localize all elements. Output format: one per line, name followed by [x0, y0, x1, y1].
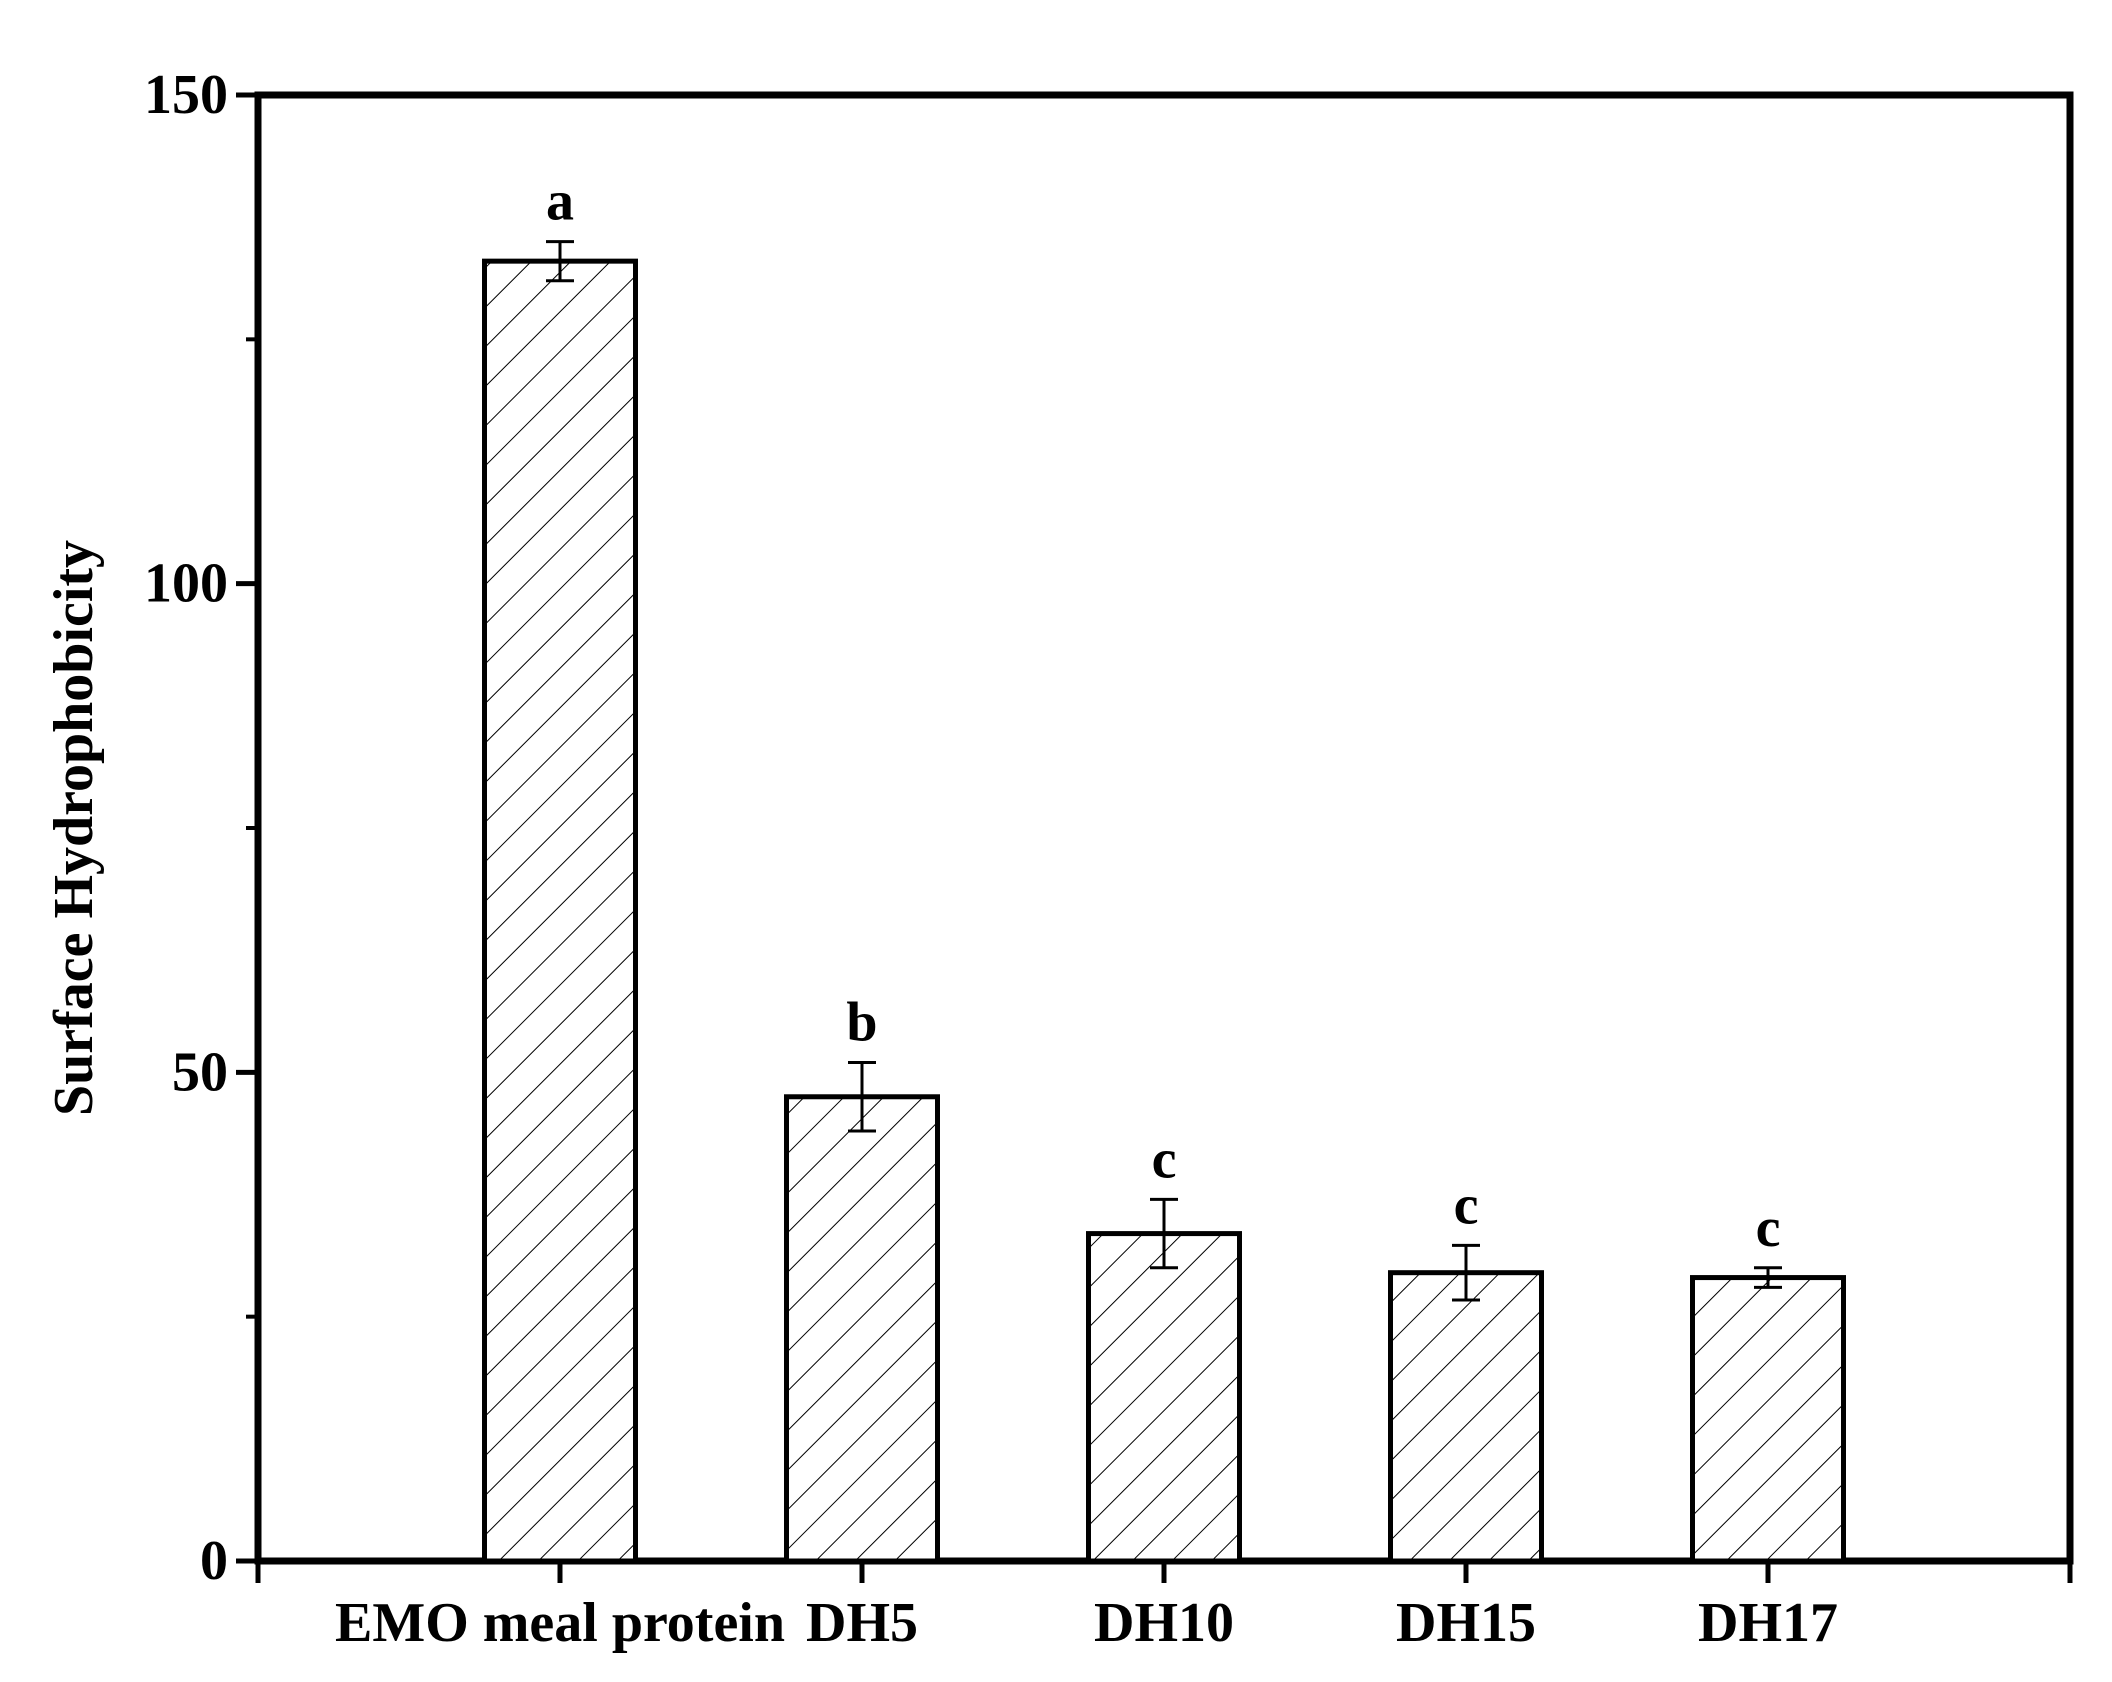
bar-1	[784, 1094, 940, 1564]
x-tick-label-4: DH17	[1698, 1592, 1838, 1654]
y-tick-label: 150	[144, 64, 228, 126]
x-axis-ticks	[255, 1561, 2073, 1583]
x-tick-label-0: EMO meal protein	[335, 1592, 785, 1654]
significance-label-0: a	[546, 171, 574, 233]
y-tick-label: 100	[144, 553, 228, 615]
y-tick-label: 50	[172, 1041, 228, 1103]
bar-2	[1086, 1231, 1242, 1564]
error-bar-1	[848, 1061, 876, 1133]
x-tick-label-2: DH10	[1094, 1592, 1234, 1654]
error-bar-2	[1150, 1197, 1178, 1270]
error-bar-3	[1452, 1243, 1480, 1302]
error-bars-group	[546, 240, 1782, 1302]
y-tick-label: 0	[200, 1530, 228, 1592]
significance-label-3: c	[1454, 1174, 1479, 1236]
y-axis-title: Surface Hydrophobicity	[43, 540, 105, 1116]
bar-4	[1690, 1275, 1846, 1564]
x-tick-label-3: DH15	[1396, 1592, 1536, 1654]
significance-labels-group: a b c c c	[546, 171, 1780, 1259]
significance-label-1: b	[846, 992, 877, 1054]
error-bar-0	[546, 240, 574, 283]
error-bar-4	[1754, 1266, 1782, 1289]
significance-label-4: c	[1756, 1197, 1781, 1259]
bars-group	[482, 258, 1846, 1564]
bar-3	[1388, 1270, 1544, 1564]
x-tick-label-1: DH5	[806, 1592, 918, 1654]
x-tick-labels-group: EMO meal protein DH5 DH10 DH15 DH17	[335, 1592, 1838, 1654]
bar-0	[482, 258, 638, 1564]
significance-label-2: c	[1152, 1128, 1177, 1190]
y-axis-ticks: 0 50 100 150	[144, 64, 258, 1592]
